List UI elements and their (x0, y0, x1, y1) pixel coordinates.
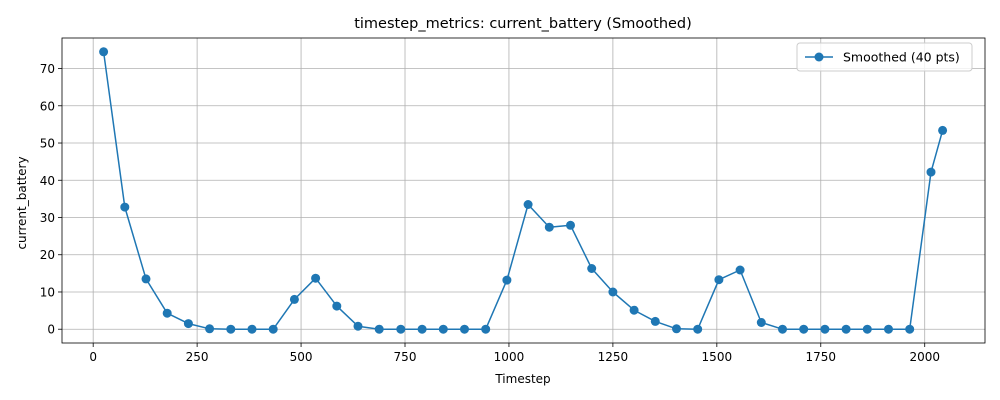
data-point (205, 324, 215, 334)
data-point (587, 264, 597, 273)
chart-title: timestep_metrics: current_battery (Smoot… (354, 16, 692, 32)
data-point (905, 324, 915, 334)
y-tick-label: 60 (40, 99, 55, 113)
data-point (311, 273, 321, 283)
data-point (799, 324, 809, 334)
legend: Smoothed (40 pts) (796, 42, 973, 72)
data-point (629, 305, 639, 315)
data-point (481, 324, 491, 334)
data-points (99, 47, 948, 334)
x-tick-label: 250 (186, 350, 209, 364)
plot-frame (61, 37, 986, 344)
x-tick-label: 0 (89, 350, 97, 364)
y-axis-label: current_battery (15, 156, 29, 249)
data-point (735, 265, 745, 275)
x-tick-label: 500 (290, 350, 313, 364)
x-tick-label: 1500 (702, 350, 733, 364)
data-point (183, 319, 193, 329)
data-point (926, 167, 936, 177)
data-point (650, 316, 660, 326)
x-tick-label: 750 (394, 350, 417, 364)
data-point (693, 324, 703, 334)
data-point (502, 275, 512, 285)
data-point (544, 222, 554, 232)
data-point (332, 301, 342, 311)
data-point (226, 324, 236, 334)
data-point (353, 321, 363, 331)
x-tick-label: 2000 (909, 350, 940, 364)
data-point (841, 324, 851, 334)
data-point (566, 220, 575, 230)
data-point (141, 274, 151, 284)
x-axis-ticks: 0 250 500 750 1000 1250 1500 1750 2000 (89, 343, 940, 364)
x-tick-label: 1750 (805, 350, 836, 364)
grid (62, 38, 985, 343)
data-point (778, 324, 787, 334)
y-tick-label: 30 (40, 211, 55, 225)
data-point (756, 318, 766, 327)
y-tick-label: 0 (47, 323, 55, 337)
data-point (268, 324, 278, 334)
y-tick-label: 70 (40, 62, 55, 76)
x-tick-label: 1000 (494, 350, 525, 364)
data-point (374, 324, 384, 334)
data-point (714, 275, 724, 285)
data-point (247, 324, 257, 334)
data-point (608, 287, 618, 297)
data-point (162, 308, 172, 318)
y-tick-label: 50 (40, 137, 55, 151)
data-point (938, 125, 948, 135)
series-line (102, 51, 944, 330)
data-point (438, 324, 448, 334)
y-tick-label: 10 (40, 285, 55, 299)
x-axis-label: Timestep (494, 372, 550, 386)
legend-entry-label: Smoothed (40 pts) (843, 50, 960, 65)
legend-box (796, 42, 973, 72)
data-point (672, 324, 681, 334)
data-point (460, 324, 469, 334)
data-point (862, 324, 872, 334)
y-tick-label: 40 (40, 174, 55, 188)
y-tick-label: 20 (40, 248, 55, 262)
data-point (884, 324, 893, 334)
y-axis-ticks: 0 10 20 30 40 50 60 70 (40, 62, 62, 337)
x-tick-label: 1250 (598, 350, 629, 364)
data-point (289, 294, 299, 304)
series-line-layer (102, 51, 944, 330)
data-point (417, 324, 427, 334)
data-point (99, 47, 109, 57)
data-point (120, 202, 130, 212)
data-point (523, 200, 533, 209)
data-point (396, 324, 406, 334)
data-point (820, 324, 830, 334)
legend-marker-swatch (814, 52, 824, 62)
